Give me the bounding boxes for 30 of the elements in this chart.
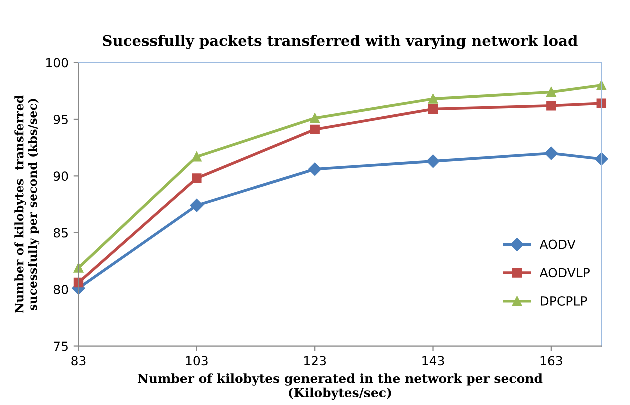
y-tick-label: 95 — [54, 114, 68, 124]
x-axis-title: Number of kilobytes generated in the network per second (Kilobytes/sec) — [138, 374, 543, 400]
point — [310, 124, 320, 135]
point — [426, 154, 440, 168]
legend-label: AODV — [540, 240, 576, 250]
y-tick-label: 100 — [46, 58, 68, 68]
y-tick-label: 85 — [54, 228, 68, 238]
point — [546, 101, 556, 111]
point — [190, 199, 204, 212]
y-tick-label: 80 — [54, 285, 68, 294]
y-tick-label: 75 — [54, 342, 68, 352]
x-tick-label: 103 — [186, 356, 208, 366]
point — [546, 87, 556, 98]
point — [428, 94, 438, 104]
x-tick-label: 123 — [304, 356, 326, 366]
y-axis-title: Number of kilobytes transferred sucessfully per second (kbs/sec) — [14, 96, 40, 314]
chart-title: Sucessfully packets transferred with varying network load — [103, 35, 578, 50]
point — [310, 113, 320, 124]
point — [308, 162, 322, 176]
x-tick-label: 83 — [72, 356, 86, 366]
point — [544, 146, 558, 160]
point — [428, 104, 438, 114]
point — [596, 98, 607, 108]
x-tick-label: 163 — [540, 356, 562, 366]
x-tick-label: 143 — [422, 356, 444, 366]
legend-label: AODVLP — [540, 268, 590, 278]
y-tick-label: 90 — [54, 172, 68, 182]
point — [192, 174, 202, 184]
point — [192, 152, 202, 162]
legend-label: DPCPLP — [540, 296, 588, 306]
